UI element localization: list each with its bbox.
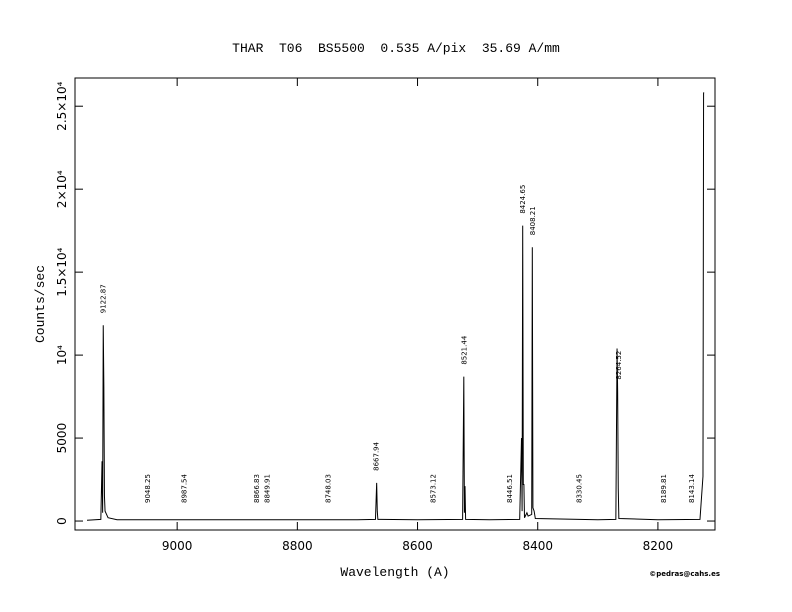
y-tick-label: 1.5×10⁴ <box>55 247 69 296</box>
x-tick-label: 8400 <box>522 539 553 553</box>
x-tick-label: 9000 <box>162 539 193 553</box>
line-annotation: 8143.14 <box>688 474 696 503</box>
line-annotation: 8573.12 <box>430 474 438 503</box>
line-annotation: 8667.94 <box>373 441 381 470</box>
chart-title: THAR T06 BS5500 0.535 A/pix 35.69 A/mm <box>232 41 560 56</box>
line-annotation: 8264.52 <box>615 351 623 380</box>
line-annotation: 8408.21 <box>529 206 537 235</box>
y-axis-label: Counts/sec <box>33 265 48 343</box>
y-tick-label: 0 <box>55 517 69 525</box>
line-annotation: 8987.54 <box>181 474 189 503</box>
x-tick-label: 8800 <box>282 539 313 553</box>
y-tick-label: 10⁴ <box>55 345 69 365</box>
credit: ©pedras@cahs.es <box>649 570 720 578</box>
line-annotation: 8330.45 <box>576 474 584 503</box>
y-tick-label: 5000 <box>55 423 69 454</box>
line-annotation: 8748.03 <box>325 474 333 503</box>
line-annotation: 8424.65 <box>519 185 527 214</box>
line-annotation: 8866.83 <box>253 474 261 503</box>
line-annotation: 9122.87 <box>99 284 107 313</box>
x-axis-label: Wavelength (A) <box>340 565 449 580</box>
x-tick-label: 8200 <box>643 539 674 553</box>
y-tick-label: 2.5×10⁴ <box>55 81 69 130</box>
spectrum-line <box>86 92 705 521</box>
line-annotation: 8521.44 <box>461 335 469 364</box>
line-annotation: 8849.91 <box>263 474 271 503</box>
y-tick-label: 2×10⁴ <box>55 170 69 208</box>
x-tick-label: 8600 <box>402 539 433 553</box>
line-annotation: 9048.25 <box>144 474 152 503</box>
line-annotation: 8189.81 <box>660 474 668 503</box>
line-annotation: 8446.51 <box>506 474 514 503</box>
plot-frame <box>74 77 716 531</box>
